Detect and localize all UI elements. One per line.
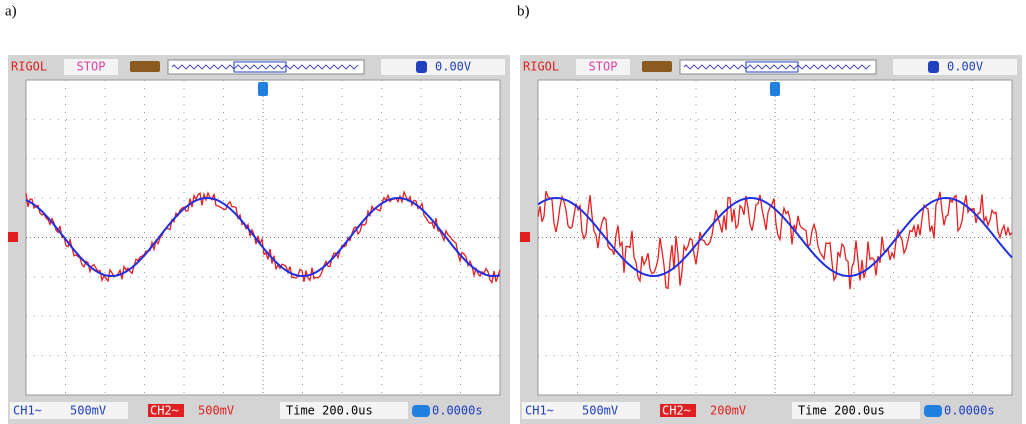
status: STOP (77, 60, 106, 74)
trigger-box (381, 59, 505, 75)
ch2-label: CH2~ (150, 404, 179, 418)
trigger-box (893, 59, 1017, 75)
time-box (792, 402, 920, 419)
offset-icon (924, 405, 942, 417)
trigger-wave (171, 64, 359, 70)
trigger-level: 0.00V (435, 60, 471, 74)
ch2-scale: 500mV (198, 404, 234, 418)
trigger-wave (683, 64, 871, 70)
trigger-marker (258, 82, 268, 96)
brand: RIGOL (11, 60, 47, 74)
offset: 0.0000s (944, 404, 995, 418)
memory-icon (130, 61, 160, 72)
channel-icon (416, 61, 427, 73)
ch-marker (520, 232, 530, 242)
ch1-scale: 500mV (582, 404, 618, 418)
ch-marker (8, 232, 18, 242)
ch1-trace (537, 196, 1013, 277)
panel-label: a) (5, 3, 17, 19)
timebase: Time 200.0us (286, 404, 373, 418)
ch2-trace (537, 190, 1013, 290)
ch1-label: CH1~ (525, 404, 554, 418)
offset-icon (412, 405, 430, 417)
channel-icon (928, 61, 939, 73)
ch1-label: CH1~ (13, 404, 42, 418)
trigger-window (233, 61, 287, 73)
status-box (576, 59, 630, 75)
ch1-scale: 500mV (70, 404, 106, 418)
status-box (64, 59, 118, 75)
offset: 0.0000s (432, 404, 483, 418)
ch2-box (660, 404, 696, 417)
ch2-box (148, 404, 184, 417)
time-box (280, 402, 408, 419)
trigger-window (745, 61, 799, 73)
ch1-trace (25, 196, 501, 277)
ch1-box (522, 402, 640, 419)
panel-label: b) (517, 3, 530, 19)
memory-icon (642, 61, 672, 72)
brand: RIGOL (523, 60, 559, 74)
trigger-bar (679, 59, 877, 75)
trigger-bar (167, 59, 365, 75)
timebase: Time 200.0us (798, 404, 885, 418)
ch2-label: CH2~ (662, 404, 691, 418)
ch2-scale: 200mV (710, 404, 746, 418)
trigger-marker (770, 82, 780, 96)
status: STOP (589, 60, 618, 74)
trigger-level: 0.00V (947, 60, 983, 74)
ch1-box (10, 402, 128, 419)
